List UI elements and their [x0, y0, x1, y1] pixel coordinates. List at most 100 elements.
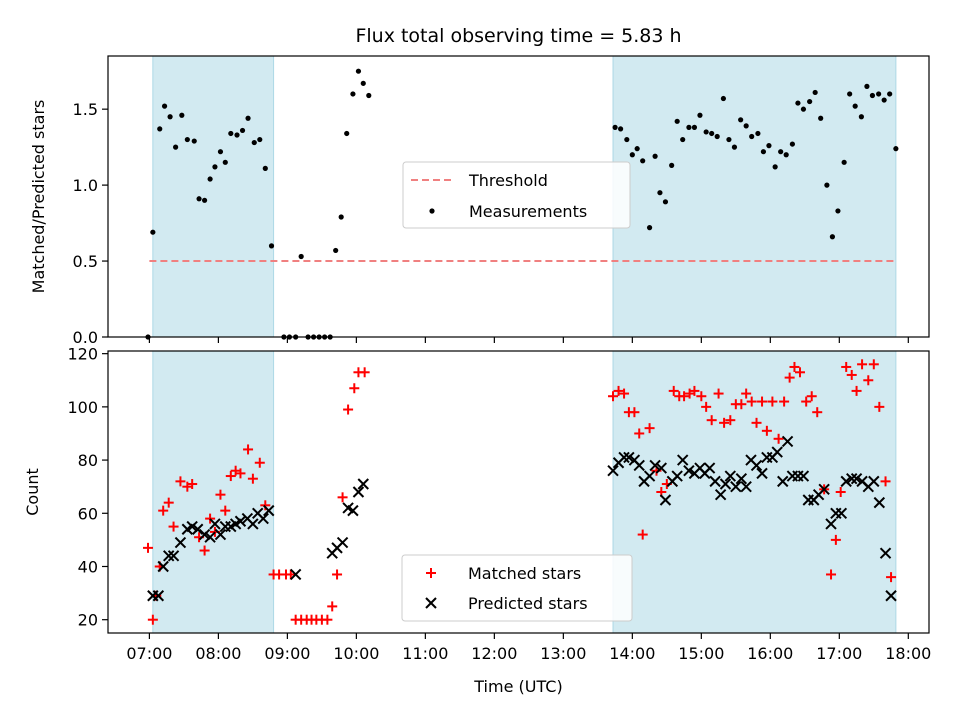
chart-title: Flux total observing time = 5.83 h [355, 25, 681, 47]
marker-stroke [174, 536, 187, 549]
predicted-star-marker [357, 478, 369, 490]
marker-stroke [198, 528, 211, 541]
x-tick-label: 15:00 [678, 644, 724, 663]
matched-star-marker [260, 500, 271, 511]
measurement-point [344, 130, 350, 137]
marker-stroke [257, 512, 269, 525]
predicted-star-marker [671, 470, 683, 482]
legend-threshold-label: Threshold [468, 171, 548, 190]
marker-stroke [750, 459, 763, 472]
marker-stroke [868, 475, 880, 488]
predicted-star-marker [846, 472, 858, 485]
marker-stroke [234, 515, 247, 527]
matched-star-marker [736, 399, 747, 410]
predicted-star-marker [167, 550, 180, 562]
measurement-point [697, 112, 703, 118]
measurement-point [173, 144, 179, 150]
marker-stroke [204, 531, 216, 543]
marker-stroke [745, 454, 757, 466]
legend-measurements-label: Measurements [469, 202, 587, 221]
y-tick-label: 100 [67, 398, 98, 417]
matched-star-marker [779, 396, 790, 407]
measurement-point [150, 229, 156, 235]
matched-star-marker [701, 401, 712, 412]
matched-star-marker [868, 359, 879, 370]
marker-stroke [352, 486, 365, 498]
predicted-star-marker [825, 518, 837, 530]
matched-star-marker [719, 417, 730, 428]
top-panel-ratio-plot: 0.0 0.5 1.0 1.5 Matched/Predicted stars Flux … [29, 25, 930, 347]
matched-star-marker [619, 388, 630, 399]
matched-star-marker [880, 476, 891, 487]
y-tick-label: 60 [78, 504, 98, 523]
measurement-point [869, 92, 876, 99]
measurement-point [191, 138, 197, 144]
measurement-point [234, 132, 240, 138]
measurement-point [858, 114, 864, 120]
predicted-star-marker [174, 536, 187, 549]
predicted-star-marker [186, 520, 198, 533]
axes-frame [107, 350, 930, 634]
predicted-star-marker [204, 531, 216, 543]
measurement-point [646, 225, 653, 231]
matched-star-marker [689, 385, 700, 396]
predicted-star-marker [649, 459, 661, 472]
measurement-point [629, 152, 635, 158]
matched-star-marker [826, 569, 837, 580]
measurement-point [680, 136, 686, 143]
measurement-point [709, 130, 715, 137]
predicted-star-marker [618, 451, 630, 464]
matched-star-marker [725, 415, 736, 426]
marker-stroke [709, 475, 721, 488]
marker-stroke [163, 550, 175, 562]
measurement-point [720, 95, 727, 102]
predicted-star-marker [214, 528, 227, 541]
bottom-panel-count-plot: 20 40 60 80 100 120 07:00 08:00 09:00 10:00 11:00 1… [23, 345, 931, 696]
measurement-point [800, 106, 807, 112]
measurement-point [217, 149, 224, 155]
measurement-point [835, 208, 841, 214]
measurement-point [789, 141, 795, 147]
measurement-point [355, 68, 362, 74]
marker-stroke [167, 550, 180, 562]
measurement-point [743, 123, 749, 129]
measurement-point [714, 133, 720, 140]
matched-star-marker [215, 489, 226, 500]
measurement-point [157, 126, 163, 132]
x-axis-label: Time (UTC) [473, 677, 562, 696]
matched-star-marker [644, 423, 655, 434]
predicted-star-marker [655, 462, 668, 474]
matched-star-marker [637, 529, 648, 540]
marker-stroke [714, 488, 727, 501]
marker-stroke [703, 462, 716, 474]
matched-star-marker [835, 487, 846, 497]
measurement-point [881, 97, 887, 103]
predicted-star-marker [198, 528, 211, 541]
marker-stroke [618, 451, 630, 464]
predicted-star-marker [289, 568, 302, 581]
measurement-point [778, 149, 784, 155]
measurement-point [268, 243, 275, 249]
measurement-point [161, 103, 168, 109]
matched-star-marker [773, 433, 784, 444]
observing-window-band [152, 55, 275, 338]
measurement-point [893, 146, 899, 152]
predicted-star-marker [885, 590, 897, 602]
marker-stroke [730, 480, 742, 493]
measurement-point [795, 100, 801, 106]
matched-star-marker [247, 473, 258, 484]
marker-stroke [152, 590, 165, 602]
marker-stroke [659, 494, 672, 506]
predicted-star-marker [352, 486, 365, 498]
matched-star-marker [706, 415, 717, 426]
x-tick-label: 08:00 [195, 644, 241, 663]
matched-star-marker [634, 428, 645, 439]
predicted-star-marker [714, 488, 727, 501]
measurement-point [184, 136, 190, 143]
marker-stroke [818, 483, 830, 496]
y-tick-label: 1.0 [73, 176, 98, 195]
x-tick-label: 18:00 [885, 644, 931, 663]
predicted-star-marker [247, 518, 259, 530]
marker-stroke [607, 465, 619, 477]
marker-stroke [846, 472, 858, 485]
